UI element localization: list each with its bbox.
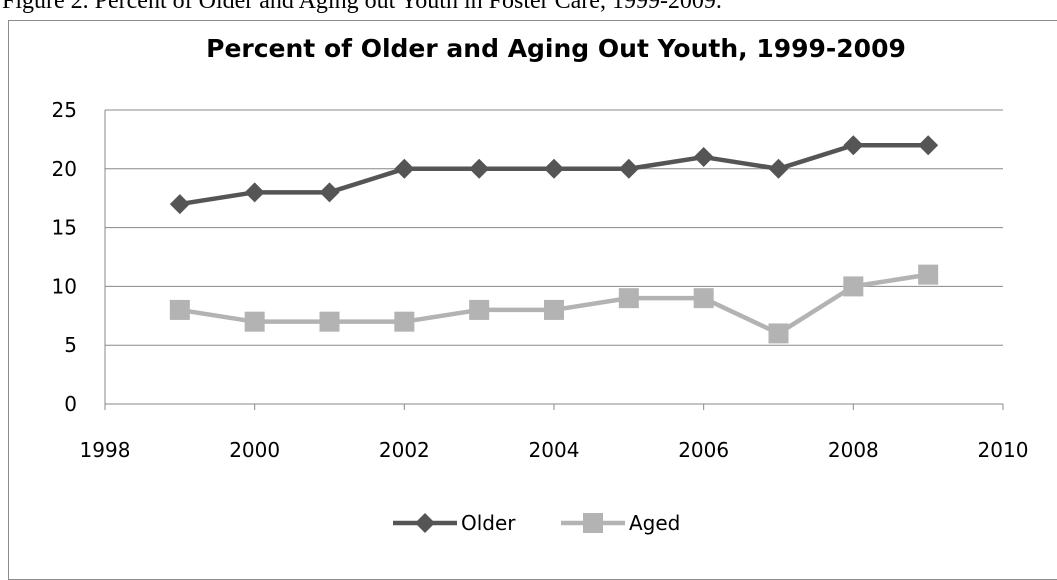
y-tick-label-10: 10 [52, 274, 77, 298]
data-point-older-2009 [918, 135, 939, 156]
figure-caption: Figure 2. Percent of Older and Aging out… [2, 0, 722, 14]
y-tick-label-0: 0 [64, 392, 77, 416]
data-point-older-2001 [319, 182, 340, 203]
data-point-older-2004 [544, 158, 564, 179]
data-point-older-2003 [469, 158, 490, 179]
data-point-older-2008 [843, 135, 864, 156]
data-point-aged-2008 [843, 276, 864, 297]
data-point-older-2007 [768, 158, 789, 179]
x-tick-label-2000: 2000 [229, 438, 280, 462]
data-point-aged-2009 [918, 264, 939, 285]
legend-marker-older [415, 513, 435, 533]
data-point-aged-2003 [469, 299, 490, 320]
data-point-older-2005 [618, 158, 639, 179]
data-point-aged-2007 [768, 323, 789, 344]
axes [104, 110, 1004, 410]
x-tick-label-1998: 1998 [80, 438, 131, 462]
legend: Older Aged [393, 511, 680, 535]
x-tick-label-2010: 2010 [978, 438, 1029, 462]
x-tick-label-2002: 2002 [379, 438, 430, 462]
x-tick-label-2008: 2008 [828, 438, 879, 462]
legend-label-aged: Aged [629, 511, 680, 535]
data-point-aged-2004 [544, 299, 564, 320]
data-point-aged-2002 [394, 311, 415, 332]
y-tick-label-25: 25 [52, 98, 77, 122]
series-aged [169, 264, 939, 344]
data-point-aged-2005 [618, 288, 639, 309]
x-tick-label-2004: 2004 [529, 438, 580, 462]
line-chart: Percent of Older and Aging Out Youth, 19… [52, 34, 1029, 535]
data-point-aged-2006 [693, 288, 714, 309]
legend-marker-aged [583, 513, 603, 533]
x-tick-labels: 1998 2000 2002 2004 2006 2008 2010 [80, 438, 1029, 462]
x-tick-label-2006: 2006 [678, 438, 729, 462]
y-tick-label-5: 5 [64, 333, 77, 357]
y-tick-label-20: 20 [52, 157, 77, 181]
data-point-older-1999 [169, 194, 190, 215]
series-older [169, 135, 939, 215]
chart-title: Percent of Older and Aging Out Youth, 19… [206, 34, 906, 63]
data-point-older-2002 [394, 158, 415, 179]
data-point-aged-2000 [244, 311, 265, 332]
series-group [169, 135, 939, 344]
y-tick-labels: 0 5 10 15 20 25 [52, 98, 77, 416]
legend-label-older: Older [461, 511, 516, 535]
data-point-aged-1999 [169, 299, 190, 320]
data-point-aged-2001 [319, 311, 340, 332]
y-tick-label-15: 15 [52, 216, 77, 240]
data-point-older-2000 [244, 182, 265, 203]
data-point-older-2006 [693, 147, 714, 168]
